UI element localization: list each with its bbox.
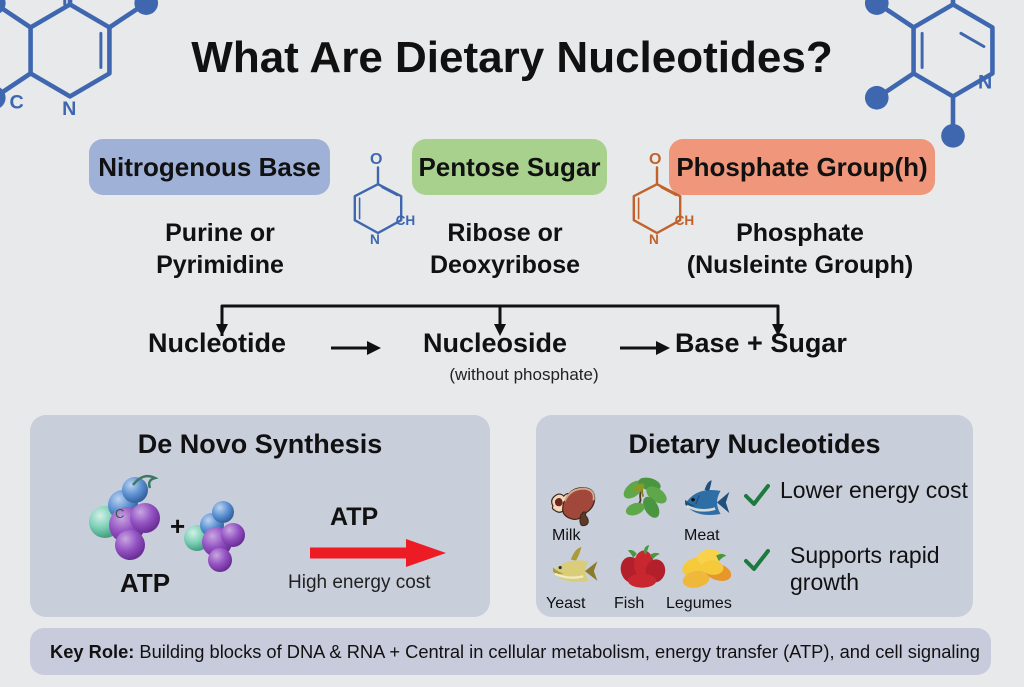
svg-text:O: O (370, 151, 382, 168)
svg-text:+: + (170, 511, 185, 541)
svg-text:N: N (62, 98, 76, 120)
svg-text:C: C (10, 91, 24, 113)
svg-text:N: N (370, 232, 380, 247)
svg-text:O: O (649, 151, 661, 168)
svg-text:N: N (649, 232, 659, 247)
svg-text:C: C (115, 506, 124, 521)
